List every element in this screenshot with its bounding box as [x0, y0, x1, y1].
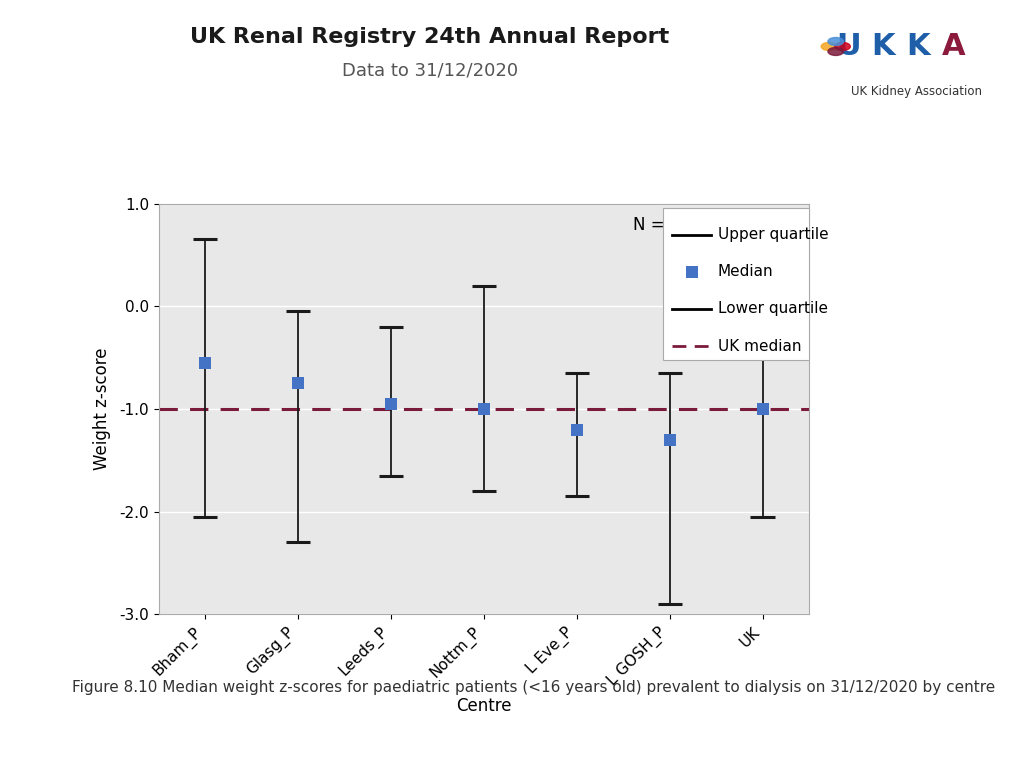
Ellipse shape — [835, 42, 850, 51]
Ellipse shape — [828, 38, 844, 45]
X-axis label: Centre: Centre — [456, 697, 512, 715]
Text: Figure 8.10 Median weight z-scores for paediatric patients (<16 years old) preva: Figure 8.10 Median weight z-scores for p… — [72, 680, 995, 695]
Ellipse shape — [828, 48, 844, 55]
FancyBboxPatch shape — [663, 207, 809, 359]
Text: A: A — [942, 32, 966, 61]
Text: Data to 31/12/2020: Data to 31/12/2020 — [342, 61, 518, 79]
Text: UK Kidney Association: UK Kidney Association — [851, 85, 982, 98]
Text: Lower quartile: Lower quartile — [718, 302, 828, 316]
Text: Upper quartile: Upper quartile — [718, 227, 828, 242]
Y-axis label: Weight z-score: Weight z-score — [93, 348, 111, 470]
Ellipse shape — [821, 42, 837, 51]
Text: UK median: UK median — [718, 339, 802, 353]
Text: Median: Median — [718, 264, 773, 280]
Text: UK Renal Registry 24th Annual Report: UK Renal Registry 24th Annual Report — [190, 27, 670, 47]
Text: K: K — [906, 32, 930, 61]
Text: K: K — [871, 32, 895, 61]
Text: N = 125: N = 125 — [634, 216, 702, 233]
Text: U: U — [836, 32, 861, 61]
